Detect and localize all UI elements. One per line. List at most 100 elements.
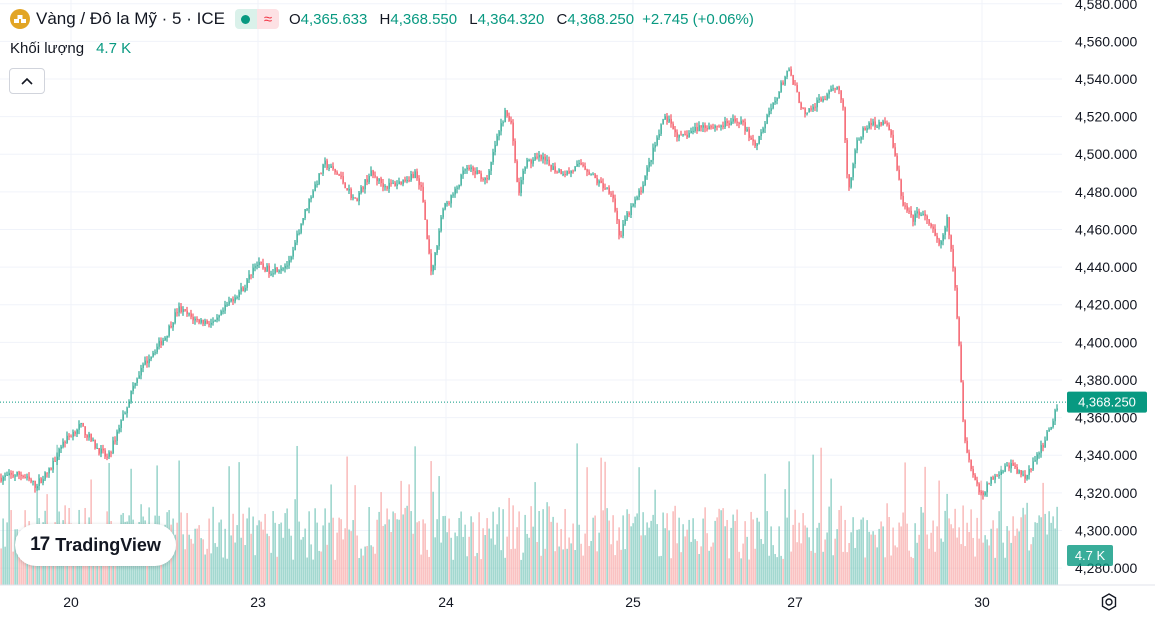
volume-bar <box>992 520 994 585</box>
volume-bar <box>394 513 396 585</box>
y-tick-label: 4,300.000 <box>1075 522 1137 538</box>
volume-bar <box>668 530 670 585</box>
collapse-legend-button[interactable] <box>9 68 45 94</box>
candle-body <box>252 267 254 275</box>
candle-body <box>56 456 58 461</box>
volume-bar <box>434 537 436 585</box>
gold-bars-icon[interactable] <box>10 9 30 29</box>
volume-bar <box>638 467 640 585</box>
candle-body <box>954 267 956 288</box>
volume-bar <box>320 551 322 585</box>
volume-bar <box>828 506 830 585</box>
volume-bar <box>566 548 568 585</box>
volume-bar <box>522 552 524 585</box>
volume-bar <box>634 516 636 585</box>
candle-body <box>704 125 706 129</box>
candle-body <box>636 197 638 200</box>
candle-body <box>210 322 212 325</box>
volume-bar <box>366 545 368 585</box>
tradingview-logo-text: TradingView <box>55 534 161 555</box>
volume-bar <box>526 533 528 585</box>
volume-bar <box>658 556 660 585</box>
candle-body <box>688 133 690 138</box>
volume-bar <box>880 521 882 585</box>
volume-bar <box>180 512 182 585</box>
candle-body <box>250 274 252 276</box>
volume-bar <box>896 547 898 585</box>
volume-bar <box>846 552 848 585</box>
volume-bar <box>854 547 856 585</box>
volume-bar <box>696 541 698 585</box>
volume-bar <box>390 531 392 585</box>
last-volume-badge[interactable]: 4.7 K <box>1067 545 1113 566</box>
volume-bar <box>286 508 288 585</box>
candle-body <box>962 382 964 421</box>
volume-bar <box>746 536 748 585</box>
candle-body <box>294 242 296 251</box>
volume-bar <box>982 542 984 585</box>
volume-bar <box>512 505 514 585</box>
volume-bar <box>702 518 704 585</box>
volume-bar <box>1044 513 1046 585</box>
volume-bar <box>200 538 202 585</box>
volume-bar <box>270 552 272 585</box>
volume-bar <box>478 512 480 585</box>
volume-bar <box>322 525 324 585</box>
volume-bar <box>6 522 8 585</box>
candle-body <box>588 171 590 175</box>
candle-body <box>950 235 952 250</box>
volume-bar <box>428 556 430 585</box>
tradingview-logo[interactable]: 17 TradingView <box>15 524 176 566</box>
volume-bar <box>946 493 948 585</box>
candle-body <box>78 424 80 430</box>
candle-body <box>394 182 396 186</box>
candle-body <box>96 447 98 449</box>
candle-body <box>640 190 642 192</box>
candle-body <box>790 69 792 76</box>
candle-body <box>438 230 440 247</box>
candle-body <box>582 164 584 166</box>
candle-body <box>292 250 294 257</box>
volume-bar <box>182 534 184 585</box>
volume-bar <box>222 557 224 585</box>
candle-body <box>464 169 466 171</box>
candle-body <box>162 340 164 345</box>
volume-bar <box>656 524 658 585</box>
volume-bar <box>530 506 532 585</box>
candle-body <box>930 223 932 227</box>
candle-body <box>952 249 954 268</box>
volume-bar <box>520 559 522 585</box>
candle-body <box>1036 454 1038 461</box>
volume-bar <box>830 478 832 585</box>
volume-bar <box>352 520 354 585</box>
candle-body <box>1042 445 1044 448</box>
gear-icon[interactable] <box>1099 592 1119 612</box>
market-status-chip[interactable]: ≈ <box>234 9 279 29</box>
candle-body <box>758 136 760 144</box>
volume-bar <box>680 552 682 585</box>
volume-bar <box>764 473 766 585</box>
candle-body <box>24 476 26 478</box>
volume-bar <box>734 520 736 585</box>
candle-body <box>450 195 452 204</box>
volume-bar <box>584 533 586 585</box>
candle-body <box>786 71 788 77</box>
candle-body <box>418 178 420 186</box>
candle-body <box>192 316 194 321</box>
volume-bar <box>872 531 874 585</box>
volume-bar <box>810 550 812 585</box>
candle-body <box>594 174 596 179</box>
candle-body <box>328 167 330 169</box>
volume-bar <box>604 461 606 585</box>
volume-bar <box>424 523 426 585</box>
volume-bar <box>296 445 298 585</box>
close-value: 4,368.250 <box>567 10 635 28</box>
volume-label[interactable]: Khối lượng <box>10 40 85 57</box>
volume-bar <box>300 539 302 585</box>
symbol-title[interactable]: Vàng / Đô la Mỹ · 5 · ICE <box>36 9 225 28</box>
volume-bar <box>902 512 904 585</box>
candle-body <box>988 483 990 485</box>
candle-body <box>358 192 360 202</box>
last-price-badge[interactable]: 4,368.250 <box>1067 391 1147 413</box>
